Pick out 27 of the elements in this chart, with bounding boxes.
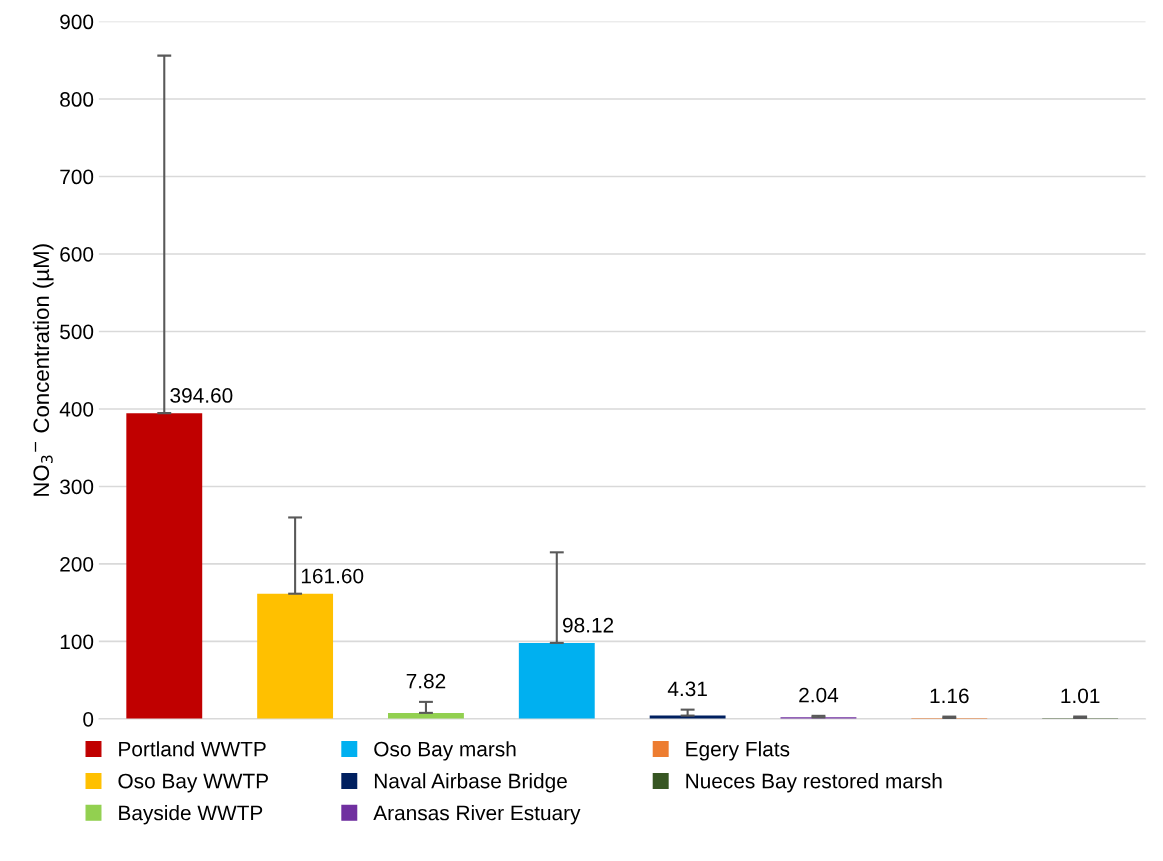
data-label: 7.82	[406, 673, 446, 689]
data-label: 394.60	[170, 388, 233, 403]
data-label: 4.31	[667, 681, 707, 697]
y-tick-label: 600	[60, 247, 94, 262]
y-tick-label: 800	[60, 92, 94, 107]
legend-label: Nueces Bay restored marsh	[686, 773, 942, 793]
y-tick-label: 200	[60, 556, 94, 572]
legend-label: Portland WWTP	[119, 741, 266, 757]
y-tick-label: 700	[60, 169, 94, 185]
data-label: 1.16	[930, 688, 969, 704]
legend-label: Egery Flats	[686, 741, 790, 761]
legend-label: Oso Bay WWTP	[118, 773, 268, 793]
y-tick-label: 500	[60, 324, 94, 340]
legend-label: Aransas River Estuary	[373, 805, 581, 825]
legend-label: Naval Airbase Bridge	[374, 773, 567, 793]
data-label: 98.12	[563, 617, 614, 633]
y-tick-label: 900	[60, 14, 94, 30]
y-tick-label: 100	[60, 634, 94, 650]
y-tick-label: 0	[83, 711, 94, 727]
data-label: 1.01	[1061, 688, 1100, 704]
legend-label: Oso Bay marsh	[374, 741, 516, 761]
y-tick-label: 400	[59, 401, 94, 417]
data-label: 2.04	[799, 687, 839, 703]
legend-label: Bayside WWTP	[119, 805, 263, 825]
data-label: 161.60	[301, 568, 364, 584]
y-axis-title: NO$_{3}$$^{−}$ Concentration (µM)	[32, 244, 54, 496]
y-tick-label: 300	[60, 479, 94, 495]
